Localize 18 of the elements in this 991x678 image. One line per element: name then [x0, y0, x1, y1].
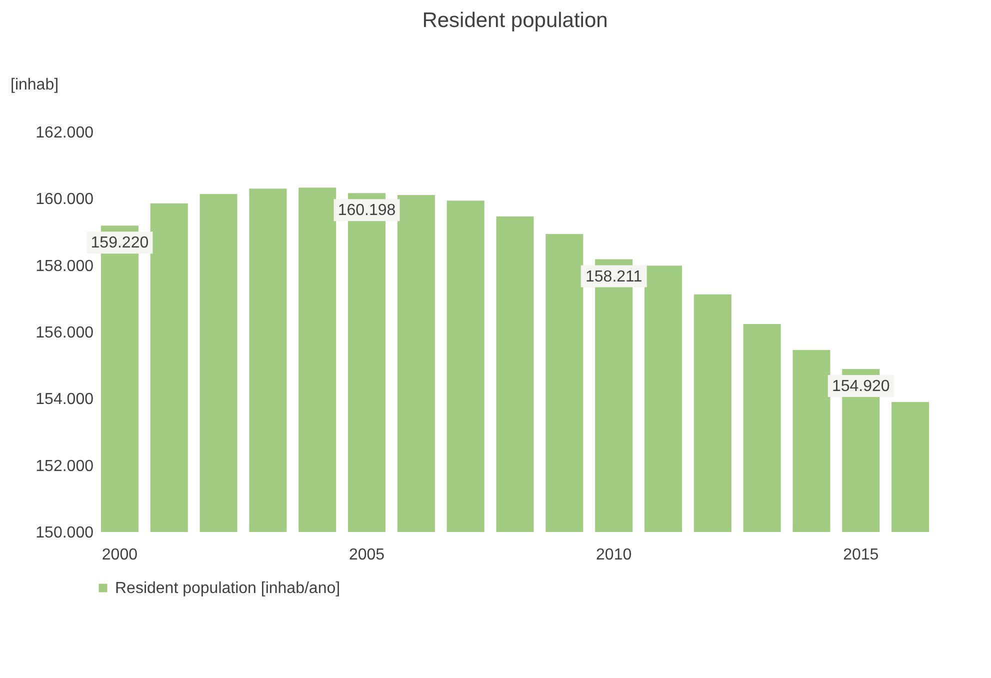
data-label: 159.220 — [90, 234, 149, 252]
x-tick-label: 2010 — [596, 546, 632, 564]
x-tick-label: 2000 — [102, 546, 138, 564]
y-tick-label: 160.000 — [36, 191, 94, 208]
y-tick-label: 152.000 — [36, 458, 94, 475]
chart-title: Resident population — [422, 9, 608, 32]
y-tick-label: 162.000 — [36, 124, 94, 142]
y-tick-label: 150.000 — [36, 524, 94, 542]
data-label: 158.211 — [585, 268, 642, 286]
x-tick-label: 2015 — [843, 546, 879, 564]
legend-label: Resident population [inhab/ano] — [115, 580, 340, 597]
y-axis-title: [inhab] — [10, 76, 59, 94]
data-label: 154.920 — [832, 378, 890, 395]
y-tick-label: 156.000 — [36, 324, 94, 342]
y-tick-label: 154.000 — [36, 391, 94, 408]
y-tick-label: 158.000 — [36, 258, 94, 275]
data-label: 160.198 — [338, 202, 396, 220]
x-tick-label: 2005 — [348, 546, 385, 564]
